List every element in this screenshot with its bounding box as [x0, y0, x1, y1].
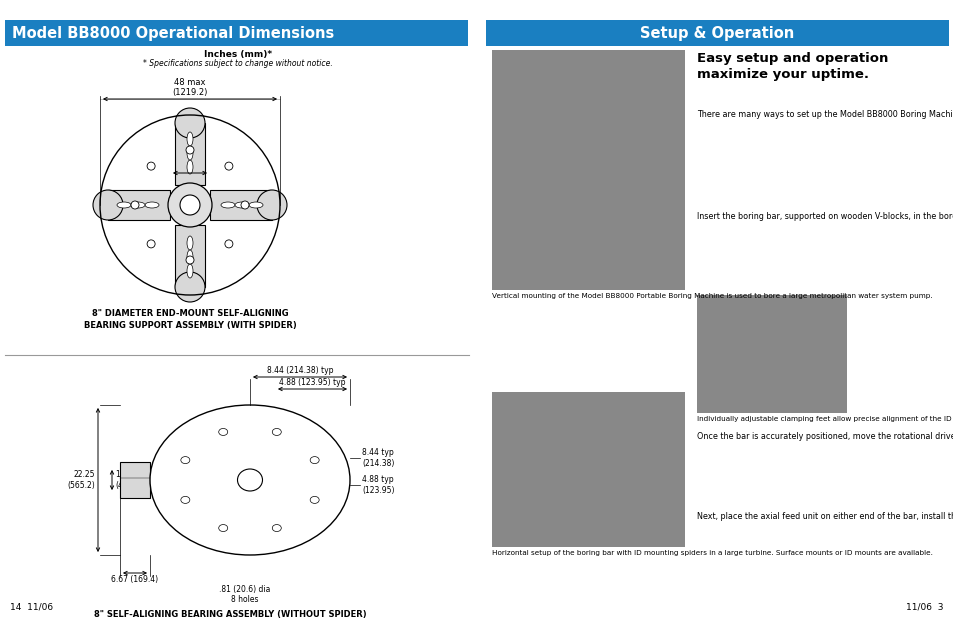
Polygon shape	[210, 190, 272, 220]
Circle shape	[92, 190, 123, 220]
Text: 11/06  3: 11/06 3	[905, 603, 943, 612]
Text: Once the bar is accurately positioned, move the rotational drive unit into place: Once the bar is accurately positioned, m…	[697, 432, 953, 441]
Bar	[0, 0, 953, 20]
Ellipse shape	[234, 202, 249, 208]
Ellipse shape	[310, 457, 319, 464]
Text: Individually adjustable clamping feet allow precise alignment of the ID spider m: Individually adjustable clamping feet al…	[697, 416, 953, 422]
Ellipse shape	[117, 202, 131, 208]
Text: Horizontal setup of the boring bar with ID mounting spiders in a large turbine. : Horizontal setup of the boring bar with …	[492, 550, 932, 556]
Text: 48 max
(1219.2): 48 max (1219.2)	[172, 78, 208, 97]
Ellipse shape	[272, 428, 281, 436]
Circle shape	[147, 162, 155, 170]
Circle shape	[168, 183, 212, 227]
Text: 22.25
(565.2): 22.25 (565.2)	[67, 470, 95, 489]
Text: .81 (20.6) dia
8 holes: .81 (20.6) dia 8 holes	[219, 585, 271, 604]
Circle shape	[186, 146, 193, 154]
Ellipse shape	[272, 525, 281, 531]
Bar	[492, 392, 684, 547]
Circle shape	[186, 256, 193, 264]
Text: 8" DIAMETER END-MOUNT SELF-ALIGNING
BEARING SUPPORT ASSEMBLY (WITH SPIDER): 8" DIAMETER END-MOUNT SELF-ALIGNING BEAR…	[84, 309, 296, 330]
Ellipse shape	[249, 202, 263, 208]
Circle shape	[256, 190, 287, 220]
Text: 8" SELF-ALIGNING BEARING ASSEMBLY (WITHOUT SPIDER): 8" SELF-ALIGNING BEARING ASSEMBLY (WITHO…	[93, 610, 366, 618]
Bar	[492, 50, 684, 290]
Text: 8.44 typ
(214.38): 8.44 typ (214.38)	[361, 448, 394, 468]
Circle shape	[100, 115, 280, 295]
Text: Inches (mm)*: Inches (mm)*	[204, 50, 272, 59]
Bar	[120, 462, 150, 498]
Ellipse shape	[187, 264, 193, 278]
Text: Model BB8000 Operational Dimensions: Model BB8000 Operational Dimensions	[12, 25, 334, 41]
Polygon shape	[174, 123, 205, 185]
Text: There are many ways to set up the Model BB8000 Boring Machine, depending on the : There are many ways to set up the Model …	[697, 110, 953, 119]
Polygon shape	[174, 225, 205, 287]
Ellipse shape	[187, 146, 193, 160]
Ellipse shape	[187, 250, 193, 264]
Ellipse shape	[237, 469, 262, 491]
Ellipse shape	[218, 525, 228, 531]
Circle shape	[241, 201, 249, 209]
Ellipse shape	[131, 202, 145, 208]
Text: 4.88 typ
(123.95): 4.88 typ (123.95)	[361, 475, 395, 494]
Circle shape	[174, 108, 205, 138]
Text: 6.67 (169.4): 6.67 (169.4)	[112, 575, 158, 584]
Circle shape	[180, 195, 200, 215]
Polygon shape	[108, 190, 170, 220]
Ellipse shape	[187, 236, 193, 250]
Ellipse shape	[221, 202, 234, 208]
Circle shape	[225, 162, 233, 170]
Text: Insert the boring bar, supported on wooden V-blocks, in the bore and slip the mo: Insert the boring bar, supported on wood…	[697, 212, 953, 221]
Text: 14  11/06: 14 11/06	[10, 603, 53, 612]
Text: 8.44 (214.38) typ: 8.44 (214.38) typ	[267, 366, 333, 375]
Ellipse shape	[218, 428, 228, 436]
Bar	[5, 20, 468, 46]
Ellipse shape	[310, 496, 319, 504]
Text: 18.0
(457.2): 18.0 (457.2)	[115, 470, 143, 489]
Circle shape	[225, 240, 233, 248]
Text: Setup & Operation: Setup & Operation	[639, 25, 793, 41]
Ellipse shape	[145, 202, 159, 208]
Bar	[697, 295, 846, 413]
Ellipse shape	[181, 496, 190, 504]
Circle shape	[131, 201, 139, 209]
Text: Easy setup and operation
maximize your uptime.: Easy setup and operation maximize your u…	[697, 52, 887, 80]
Ellipse shape	[187, 160, 193, 174]
Text: 20 min
(508.0): 20 min (508.0)	[174, 151, 205, 171]
Circle shape	[174, 272, 205, 302]
Ellipse shape	[187, 132, 193, 146]
Text: 4.88 (123.95) typ: 4.88 (123.95) typ	[279, 378, 345, 387]
Circle shape	[147, 240, 155, 248]
Bar	[485, 20, 948, 46]
Text: Next, place the axial feed unit on either end of the bar, install the split tool: Next, place the axial feed unit on eithe…	[697, 512, 953, 521]
Text: Vertical mounting of the Model BB8000 Portable Boring Machine is used to bore a : Vertical mounting of the Model BB8000 Po…	[492, 293, 932, 299]
Ellipse shape	[150, 405, 350, 555]
Text: * Specifications subject to change without notice.: * Specifications subject to change witho…	[143, 59, 333, 68]
Ellipse shape	[181, 457, 190, 464]
